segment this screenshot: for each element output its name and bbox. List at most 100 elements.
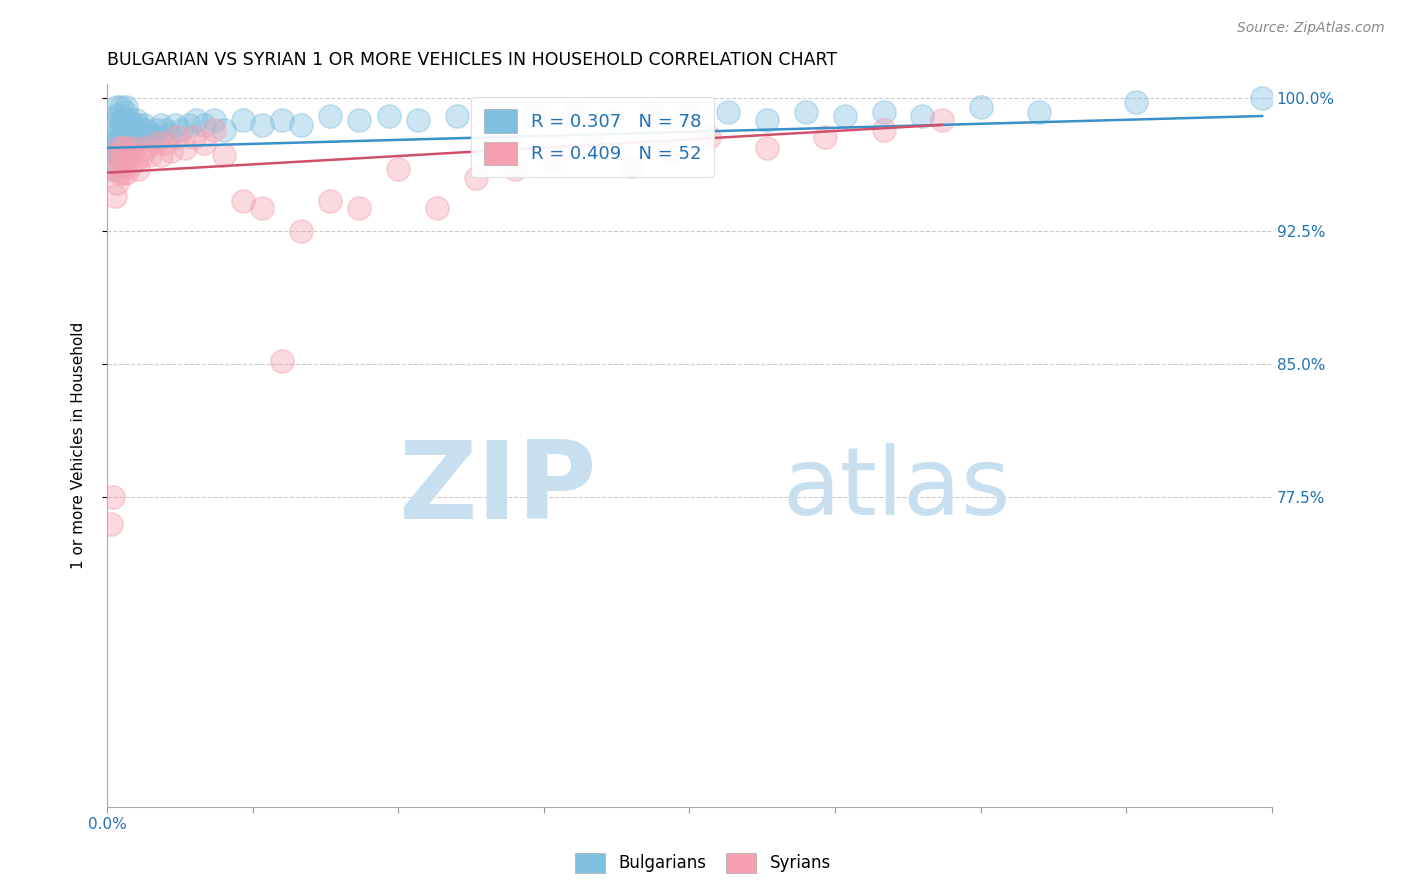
Point [104, 109, 127, 123]
Point [120, 130, 142, 145]
Text: BULGARIAN VS SYRIAN 1 OR MORE VEHICLES IN HOUSEHOLD CORRELATION CHART: BULGARIAN VS SYRIAN 1 OR MORE VEHICLES I… [107, 51, 837, 69]
Point [110, 118, 132, 132]
Point [110, 153, 132, 168]
Point [465, 171, 488, 186]
Point [1028, 105, 1050, 120]
Point [157, 127, 180, 141]
Point [105, 177, 128, 191]
Point [252, 118, 274, 132]
Point [122, 141, 145, 155]
Point [872, 105, 894, 120]
Point [121, 148, 143, 162]
Point [100, 145, 122, 159]
Point [110, 100, 132, 114]
Point [717, 105, 740, 120]
Text: ZIP: ZIP [398, 436, 596, 542]
Point [193, 118, 215, 132]
Point [562, 105, 585, 120]
Point [290, 224, 312, 238]
Point [484, 118, 506, 132]
Point [117, 148, 139, 162]
Point [193, 136, 215, 150]
Point [697, 130, 720, 145]
Point [101, 162, 124, 177]
Point [114, 123, 136, 137]
Point [232, 112, 254, 127]
Point [107, 141, 129, 155]
Point [834, 109, 856, 123]
Point [756, 112, 779, 127]
Point [127, 118, 149, 132]
Point [105, 148, 128, 162]
Point [127, 162, 149, 177]
Point [186, 112, 208, 127]
Point [104, 162, 127, 177]
Point [349, 112, 371, 127]
Point [678, 109, 700, 123]
Point [105, 100, 128, 114]
Point [426, 201, 449, 215]
Point [114, 153, 136, 168]
Point [129, 123, 152, 137]
Point [105, 148, 128, 162]
Point [125, 153, 148, 168]
Point [115, 100, 138, 114]
Point [101, 490, 124, 504]
Point [1251, 91, 1274, 105]
Point [1125, 95, 1147, 109]
Point [173, 141, 195, 155]
Point [202, 123, 225, 137]
Point [111, 148, 134, 162]
Point [117, 127, 139, 141]
Point [212, 148, 235, 162]
Point [581, 136, 603, 150]
Point [141, 130, 163, 145]
Point [115, 166, 138, 180]
Point [640, 105, 662, 120]
Point [931, 112, 953, 127]
Point [170, 123, 193, 137]
Point [132, 118, 155, 132]
Point [406, 112, 429, 127]
Point [107, 145, 129, 159]
Point [115, 136, 138, 150]
Point [166, 130, 188, 145]
Point [104, 127, 127, 141]
Point [107, 166, 129, 180]
Point [117, 145, 139, 159]
Point [105, 136, 128, 150]
Point [446, 109, 468, 123]
Point [107, 127, 129, 141]
Point [523, 109, 546, 123]
Point [600, 112, 623, 127]
Point [319, 109, 342, 123]
Point [121, 118, 143, 132]
Point [125, 130, 148, 145]
Point [177, 118, 200, 132]
Point [150, 148, 173, 162]
Point [252, 201, 274, 215]
Legend: R = 0.307   N = 78, R = 0.409   N = 52: R = 0.307 N = 78, R = 0.409 N = 52 [471, 96, 714, 178]
Point [794, 105, 817, 120]
Point [105, 118, 128, 132]
Point [620, 159, 643, 173]
Point [121, 136, 143, 150]
Point [145, 123, 167, 137]
Point [319, 194, 342, 208]
Point [104, 188, 127, 202]
Point [115, 118, 138, 132]
Point [232, 194, 254, 208]
Point [131, 130, 153, 145]
Point [163, 118, 186, 132]
Point [145, 136, 167, 150]
Point [122, 123, 145, 137]
Point [115, 141, 138, 155]
Point [139, 127, 162, 141]
Point [503, 162, 526, 177]
Point [120, 159, 142, 173]
Point [111, 166, 134, 180]
Point [349, 201, 371, 215]
Point [290, 118, 312, 132]
Point [101, 136, 124, 150]
Point [125, 112, 148, 127]
